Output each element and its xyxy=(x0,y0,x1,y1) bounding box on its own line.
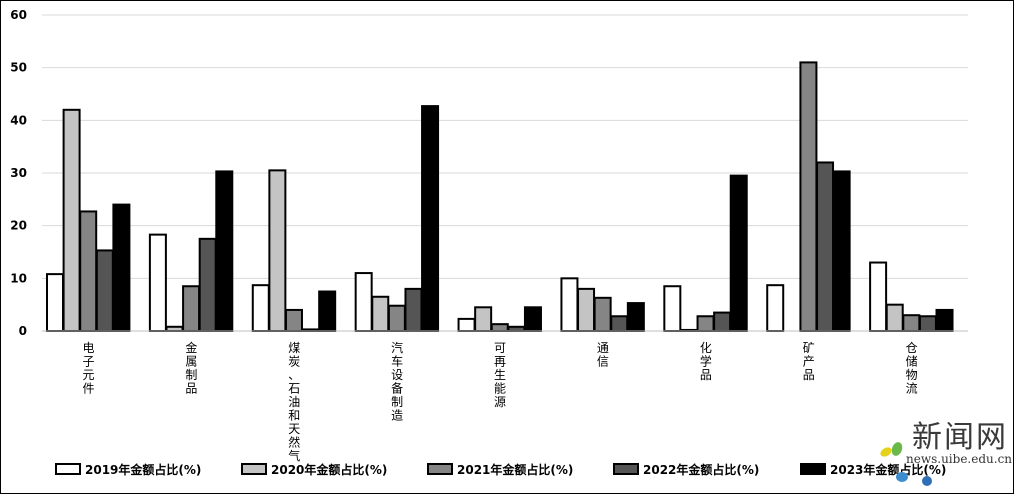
bar-1-9 xyxy=(869,261,888,332)
bar-2-1 xyxy=(62,108,81,332)
bar-2-9 xyxy=(885,303,904,332)
bar-5-7 xyxy=(729,174,748,332)
bar-2-2 xyxy=(165,325,184,332)
x-axis-categories: 电子元件 金属制品 煤炭、石油和天然气 汽车设备制造 可再生能源 通信 化学品 矿产品 仓储物流 xyxy=(82,340,917,463)
legend-swatch-1 xyxy=(55,463,81,475)
bar-3-2 xyxy=(182,285,201,333)
bar-3-9 xyxy=(902,314,921,333)
bar-3-7 xyxy=(696,315,715,332)
bar-3-6 xyxy=(593,296,612,333)
legend-label-2: 2020年金额占比(%) xyxy=(271,462,387,477)
bar-3-1 xyxy=(79,210,98,333)
y-tick-label: 40 xyxy=(10,113,27,127)
legend: 2019年金额占比(%) 2020年金额占比(%) 2021年金额占比(%) 2022… xyxy=(55,462,946,477)
bar-5-1 xyxy=(112,203,131,333)
legend-swatch-4 xyxy=(613,463,639,475)
legend-label-4: 2022年金额占比(%) xyxy=(643,462,759,477)
y-tick-label: 0 xyxy=(19,324,27,338)
y-tick-label: 20 xyxy=(10,219,27,233)
logo-dot-green xyxy=(889,440,905,458)
bar-5-6 xyxy=(626,302,645,333)
bar-2-3 xyxy=(268,169,287,332)
bar-2-4 xyxy=(371,295,390,332)
x-category-label: 金属制品 xyxy=(185,340,197,396)
bar-4-5 xyxy=(507,325,526,332)
x-category-label: 矿产品 xyxy=(803,341,815,382)
bar-4-7 xyxy=(713,311,732,333)
bar-1-7 xyxy=(663,285,682,333)
x-category-label: 汽车设备制造 xyxy=(391,340,403,423)
bars xyxy=(46,61,954,333)
bar-2-6 xyxy=(577,287,596,333)
legend-label-1: 2019年金额占比(%) xyxy=(85,462,201,477)
bar-5-4 xyxy=(421,105,440,333)
x-category-label: 仓储物流 xyxy=(906,341,918,396)
x-category-label: 煤炭、石油和天然气 xyxy=(288,341,300,463)
bar-5-3 xyxy=(318,290,337,332)
bar-3-4 xyxy=(387,304,406,333)
bar-5-5 xyxy=(523,306,542,332)
bar-3-5 xyxy=(490,323,509,332)
legend-label-3: 2021年金额占比(%) xyxy=(457,462,573,477)
logo-dot-blue-small xyxy=(922,476,932,486)
y-axis-ticks: 0 10 20 30 40 50 60 xyxy=(10,8,27,338)
x-category-label: 可再生能源 xyxy=(494,341,506,409)
legend-label-5: 2023年金额占比(%) xyxy=(830,462,946,477)
legend-swatch-5 xyxy=(800,463,826,475)
legend-swatch-2 xyxy=(241,463,267,475)
bar-5-8 xyxy=(832,170,851,332)
x-category-label: 电子元件 xyxy=(82,341,94,396)
bar-1-5 xyxy=(457,317,476,332)
y-tick-label: 10 xyxy=(10,271,27,285)
bar-1-4 xyxy=(354,272,373,333)
bar-4-9 xyxy=(918,315,937,332)
bar-1-3 xyxy=(251,284,270,332)
legend-swatch-3 xyxy=(427,463,453,475)
bar-1-6 xyxy=(560,277,579,333)
watermark-url: news.uibe.edu.cn xyxy=(906,452,1013,466)
x-category-label: 通信 xyxy=(597,341,609,369)
bar-1-2 xyxy=(148,233,167,332)
bar-4-6 xyxy=(610,315,629,332)
bar-3-8 xyxy=(799,61,818,333)
bar-1-8 xyxy=(766,284,785,332)
x-category-label: 化学品 xyxy=(700,341,712,382)
bar-4-1 xyxy=(95,249,114,332)
y-tick-label: 50 xyxy=(10,61,27,75)
logo-dot-blue xyxy=(896,472,908,482)
bar-4-8 xyxy=(816,161,835,332)
bar-1-1 xyxy=(46,273,64,332)
y-tick-label: 30 xyxy=(10,166,27,180)
y-tick-label: 60 xyxy=(10,8,27,22)
watermark-site-name: 新闻网 xyxy=(912,420,1008,455)
bar-3-3 xyxy=(284,308,303,332)
watermark-logo: 新闻网 news.uibe.edu.cn xyxy=(872,412,1014,494)
bar-4-2 xyxy=(198,237,217,332)
bar-5-9 xyxy=(935,308,954,332)
bar-4-4 xyxy=(404,287,423,333)
bar-2-5 xyxy=(474,306,493,332)
bar-5-2 xyxy=(215,170,234,332)
